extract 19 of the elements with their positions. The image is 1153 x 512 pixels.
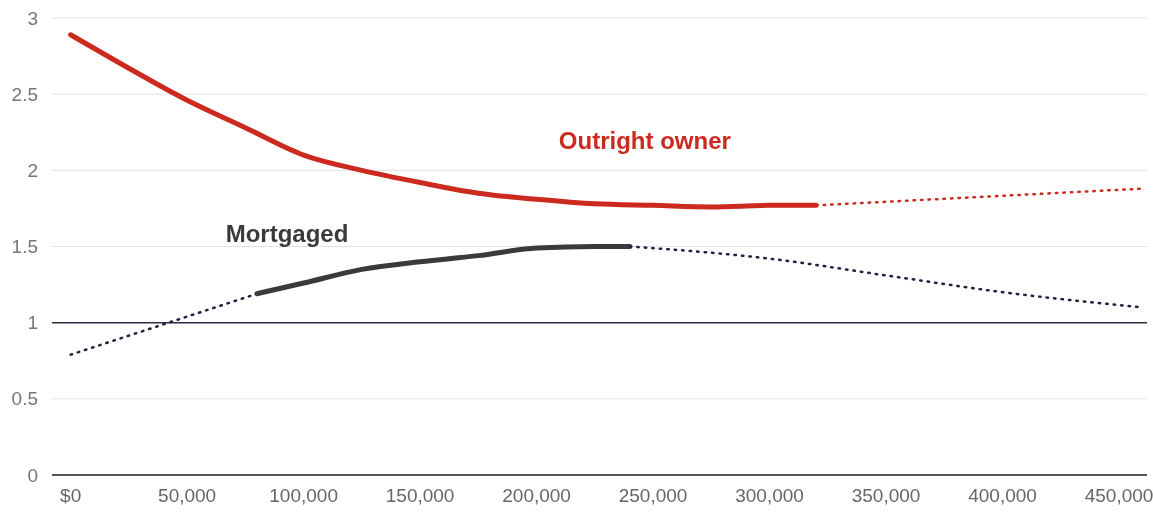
x-tick-label: 250,000: [618, 485, 688, 506]
y-tick-label: 2.5: [11, 83, 38, 105]
x-tick-label: 400,000: [968, 485, 1037, 506]
x-tick-label: $0: [60, 485, 82, 506]
x-tick-label: 450,000: [1084, 485, 1153, 506]
x-tick-label: 50,000: [158, 485, 217, 506]
y-tick-label: 1.5: [11, 236, 38, 258]
y-tick-label: 0: [27, 464, 38, 486]
x-tick-label: 200,000: [502, 485, 571, 506]
series-label: Mortgaged: [225, 219, 349, 247]
series-label: Outright owner: [558, 126, 731, 154]
x-tick-label: 150,000: [385, 485, 455, 506]
y-tick-label: 2: [27, 159, 38, 181]
y-tick-label: 3: [27, 7, 38, 29]
x-tick-label: 300,000: [735, 485, 804, 506]
x-tick-label: 350,000: [851, 485, 921, 506]
y-tick-label: 0.5: [11, 388, 38, 410]
y-tick-label: 1: [27, 312, 38, 334]
x-tick-label: 100,000: [269, 485, 338, 506]
